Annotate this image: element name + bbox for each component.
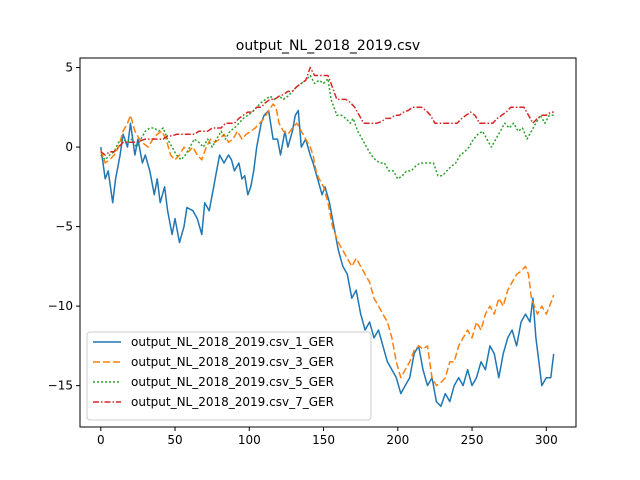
y-axis: −15 −10 −5 0 5	[48, 61, 80, 393]
legend-entries: output_NL_2018_2019.csv_1_GER output_NL_2…	[93, 335, 334, 409]
legend-label-3: output_NL_2018_2019.csv_5_GER	[131, 375, 334, 389]
chart-title: output_NL_2018_2019.csv	[236, 38, 420, 54]
legend-label-1: output_NL_2018_2019.csv_1_GER	[131, 335, 334, 349]
x-axis: 0 50 100 150 200 250 300	[97, 427, 558, 447]
legend-label-4: output_NL_2018_2019.csv_7_GER	[131, 395, 334, 409]
y-tick-label: −15	[48, 379, 73, 393]
y-tick-label: 0	[65, 140, 73, 154]
legend-label-2: output_NL_2018_2019.csv_3_GER	[131, 355, 334, 369]
series-line-4	[100, 66, 554, 156]
legend: output_NL_2018_2019.csv_1_GER output_NL_2…	[86, 331, 372, 421]
y-tick-label: 5	[65, 61, 73, 75]
x-tick-label: 50	[167, 433, 182, 447]
x-tick-label: 250	[461, 433, 484, 447]
series-line-3	[100, 74, 554, 180]
y-tick-label: −10	[48, 299, 73, 313]
x-tick-label: 200	[386, 433, 409, 447]
series-layer	[100, 66, 555, 408]
x-tick-label: 150	[312, 433, 335, 447]
series-line-2	[100, 103, 555, 387]
plot-frame	[79, 57, 577, 428]
x-tick-label: 100	[238, 433, 261, 447]
x-tick-label: 300	[535, 433, 558, 447]
series-line-1	[100, 109, 555, 408]
legend-box	[86, 331, 372, 421]
x-tick-label: 0	[97, 433, 105, 447]
y-tick-label: −5	[55, 220, 73, 234]
